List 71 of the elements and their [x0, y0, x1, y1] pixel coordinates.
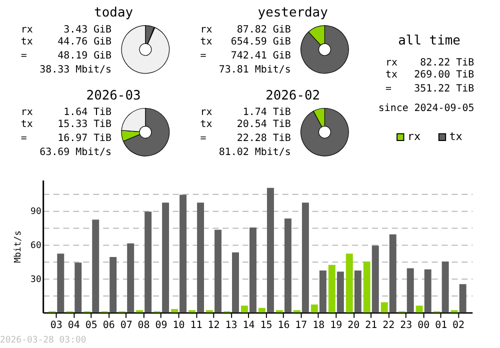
chart-title: yesterday — [258, 6, 328, 21]
text: tx — [20, 119, 33, 130]
x-tick-label: 10 — [172, 320, 185, 331]
chart-title: 2026-02 — [266, 88, 320, 104]
text: 1.64 TiB — [64, 107, 112, 118]
x-tick-label: 18 — [312, 320, 325, 331]
text: 654.59 GiB — [230, 36, 291, 48]
chart-title: 2026-03 — [86, 88, 141, 104]
legend-label: tx — [449, 130, 463, 144]
x-tick-label: 19 — [330, 320, 342, 331]
x-tick-label: 13 — [225, 320, 238, 331]
y-axis-title: Mbit/s — [14, 230, 24, 263]
text: 16.97 TiB — [58, 133, 112, 144]
text: 15.33 TiB — [58, 119, 112, 130]
x-tick-label: 16 — [278, 320, 290, 331]
y-tick-label: 30 — [30, 274, 42, 285]
text: = — [200, 50, 206, 62]
text: 20.54 TiB — [236, 119, 291, 130]
text: tx — [200, 36, 212, 48]
y-tick-label: 90 — [30, 207, 42, 218]
text: rx — [200, 24, 212, 36]
x-tick-label: 21 — [365, 320, 378, 331]
chart-title: today — [94, 6, 134, 21]
x-tick-label: 05 — [85, 320, 98, 331]
text: = — [200, 133, 206, 144]
x-tick-label: 04 — [68, 320, 80, 331]
x-tick-label: 11 — [190, 320, 202, 331]
text: 1.74 TiB — [242, 107, 291, 118]
text: rx — [200, 107, 212, 118]
text: 742.41 GiB — [230, 50, 291, 62]
text: 82.22 TiB — [420, 57, 474, 68]
x-tick-label: 03 — [50, 320, 62, 331]
x-tick-label: 01 — [435, 320, 448, 331]
text: 38.33 Mbit/s — [40, 64, 112, 76]
text: 73.81 Mbit/s — [218, 64, 291, 76]
text: tx — [20, 36, 33, 48]
x-tick-label: 08 — [138, 320, 150, 331]
text: 269.00 TiB — [414, 69, 474, 80]
text: 63.69 Mbit/s — [40, 147, 112, 158]
legend-label: rx — [407, 130, 421, 144]
x-tick-label: 02 — [452, 320, 465, 331]
x-tick-label: 14 — [242, 320, 255, 331]
text: 48.19 GiB — [58, 50, 112, 62]
y-tick-label: 60 — [30, 240, 42, 251]
text: rx — [385, 57, 398, 68]
x-tick-label: 15 — [260, 320, 272, 331]
x-tick-label: 22 — [382, 320, 395, 331]
x-tick-label: 07 — [120, 320, 132, 331]
text: rx — [20, 24, 33, 36]
x-tick-label: 00 — [418, 320, 430, 331]
x-tick-label: 09 — [155, 320, 168, 331]
text: since 2024-09-05 — [378, 103, 474, 114]
x-tick-label: 06 — [102, 320, 115, 331]
text: 2026-03-28 03:00 — [0, 335, 86, 346]
text: 22.28 TiB — [236, 133, 291, 144]
text: 87.82 GiB — [236, 24, 291, 36]
text: all time — [398, 34, 461, 49]
text: rx — [20, 107, 33, 118]
text: tx — [385, 69, 398, 80]
text: tx — [200, 119, 212, 130]
x-tick-label: 20 — [348, 320, 360, 331]
x-tick-label: 23 — [400, 320, 412, 331]
text: = — [385, 83, 392, 94]
x-tick-label: 12 — [208, 320, 220, 331]
text: 44.76 GiB — [58, 36, 112, 48]
text: 81.02 Mbit/s — [218, 147, 291, 158]
text: = — [20, 133, 27, 144]
text: = — [20, 50, 27, 62]
text: 351.22 TiB — [414, 83, 474, 94]
text: 3.43 GiB — [64, 24, 112, 36]
x-tick-label: 17 — [295, 320, 308, 331]
